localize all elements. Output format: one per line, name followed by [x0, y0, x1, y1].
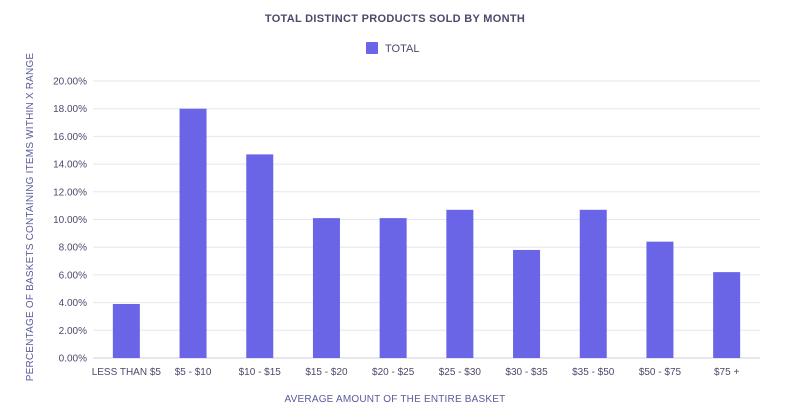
- bar: [513, 249, 541, 358]
- y-tick-label: 12.00%: [53, 187, 87, 198]
- y-tick-label: 0.00%: [59, 354, 87, 365]
- x-tick-label: $50 - $75: [639, 367, 682, 378]
- x-tick-label: $30 - $35: [505, 367, 548, 378]
- bars: [112, 108, 741, 358]
- y-tick-label: 6.00%: [59, 270, 87, 281]
- x-tick-label: $10 - $15: [239, 367, 282, 378]
- x-axis-ticks: LESS THAN $5 $5 - $10 $10 - $15 $15 - $20 $2…: [92, 367, 740, 378]
- y-tick-label: 20.00%: [53, 77, 87, 88]
- legend-swatch-total: [366, 42, 378, 54]
- y-axis-title: PERCENTAGE OF BASKETS CONTAINING ITEMS W…: [25, 53, 36, 382]
- x-tick-label: $25 - $30: [439, 367, 482, 378]
- y-tick-label: 14.00%: [53, 160, 87, 171]
- y-axis-ticks: 0.00% 2.00% 4.00% 6.00% 8.00% 10.00% 12.00% 14.…: [53, 77, 87, 365]
- bar: [579, 209, 607, 358]
- y-tick-label: 16.00%: [53, 132, 87, 143]
- bar: [179, 108, 207, 358]
- x-tick-label: $15 - $20: [305, 367, 348, 378]
- bar: [379, 218, 407, 358]
- x-tick-label: $35 - $50: [572, 367, 615, 378]
- x-axis-title: AVERAGE AMOUNT OF THE ENTIRE BASKET: [285, 394, 506, 405]
- bar: [312, 218, 340, 358]
- x-tick-label: LESS THAN $5: [92, 367, 162, 378]
- bar: [246, 154, 274, 358]
- legend-label-total: TOTAL: [385, 43, 419, 55]
- x-tick-label: $5 - $10: [175, 367, 212, 378]
- bar: [446, 209, 474, 358]
- bar: [646, 241, 674, 358]
- y-tick-label: 10.00%: [53, 215, 87, 226]
- x-tick-label: $20 - $25: [372, 367, 415, 378]
- y-tick-label: 4.00%: [59, 298, 87, 309]
- legend: TOTAL: [366, 42, 419, 55]
- y-tick-label: 2.00%: [59, 326, 87, 337]
- bar: [713, 272, 741, 358]
- x-tick-label: $75 +: [714, 367, 739, 378]
- y-tick-label: 18.00%: [53, 104, 87, 115]
- chart-title: TOTAL DISTINCT PRODUCTS SOLD BY MONTH: [265, 13, 525, 25]
- y-tick-label: 8.00%: [59, 243, 87, 254]
- bar: [112, 303, 140, 358]
